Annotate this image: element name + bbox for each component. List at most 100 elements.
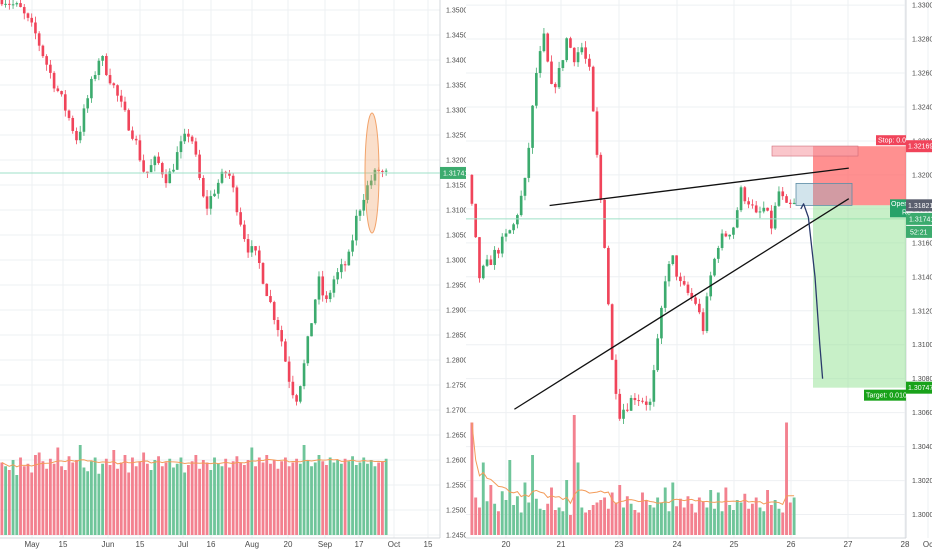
candle-body xyxy=(792,202,796,205)
projection-curve xyxy=(800,203,824,379)
candle-body xyxy=(284,341,287,362)
candle-body xyxy=(302,363,306,387)
volume-bar xyxy=(675,506,679,535)
entry-price-badge xyxy=(906,199,932,212)
wedge-lower-line[interactable] xyxy=(514,198,850,410)
wedge-upper-line[interactable] xyxy=(549,167,849,207)
candle-body xyxy=(538,51,542,74)
volume-ma-line xyxy=(471,422,795,506)
time-tick-label: Sep xyxy=(318,540,333,549)
candle-body xyxy=(535,73,538,106)
volume-bar xyxy=(269,463,272,535)
intraday-chart-svg[interactable]: 1.330001.328001.326001.324001.322001.320… xyxy=(466,0,932,550)
volume-bar xyxy=(758,507,762,535)
price-tick-label: 1.32800 xyxy=(912,37,932,44)
volume-bar xyxy=(310,466,313,535)
candle-body xyxy=(105,55,108,76)
volume-bar xyxy=(336,460,340,535)
volume-bar xyxy=(343,458,347,535)
candle-body xyxy=(243,224,246,240)
time-axis[interactable]: 20 21 23 24 25 26 27 28 Oc xyxy=(466,537,932,549)
target-label: Target: 0.01074 xyxy=(866,393,915,400)
candle-body xyxy=(149,165,153,173)
price-tick-label: 1.28000 xyxy=(446,358,466,365)
candle-body xyxy=(194,141,198,155)
stop-price-label: 1.32169 xyxy=(908,144,932,151)
candle-body xyxy=(489,259,493,265)
volume-bar xyxy=(160,466,164,535)
volume-bar xyxy=(652,507,656,535)
volume-bar xyxy=(618,485,622,535)
target-zone[interactable] xyxy=(813,205,906,388)
candle-body xyxy=(56,88,60,92)
volume-bar xyxy=(644,500,648,535)
volume-bar xyxy=(41,461,45,535)
candle-body xyxy=(131,130,134,139)
candle-body xyxy=(550,61,553,84)
candle-body xyxy=(675,255,678,277)
volume-bar xyxy=(512,505,516,535)
volume-bar xyxy=(686,496,690,535)
candles xyxy=(0,0,388,535)
volume-bar xyxy=(595,502,599,535)
candle-body xyxy=(82,108,86,132)
volume-bar xyxy=(67,456,71,535)
price-tick-label: 1.27000 xyxy=(446,408,466,415)
volume-bar xyxy=(15,475,19,535)
chart-panel-daily[interactable]: 1.35000 1.34500 1.34000 1.33500 1.33000 1.325… xyxy=(0,0,471,550)
volume-bar xyxy=(641,492,644,535)
volume-bar xyxy=(194,455,198,535)
candle-body xyxy=(220,171,224,183)
time-tick-label: Jul xyxy=(178,540,188,549)
volume-bar xyxy=(671,482,675,535)
candle-body xyxy=(310,323,313,337)
volume-bar xyxy=(4,466,8,535)
price-axis[interactable]: 1.35000 1.34500 1.34000 1.33500 1.33000 1.325… xyxy=(439,0,471,540)
volume-bar xyxy=(0,462,4,535)
volume-bar xyxy=(747,508,751,535)
candle-body xyxy=(49,64,52,73)
volume-bar xyxy=(637,512,641,535)
candle-body xyxy=(728,234,731,237)
time-axis[interactable]: May 15 Jun 15 Jul 16 Aug 20 Sep 17 Oct 15 xyxy=(0,537,440,549)
price-tick-label: 1.34500 xyxy=(446,33,466,40)
candle-body xyxy=(369,180,373,186)
volume-bar xyxy=(108,465,112,535)
volume-bar xyxy=(366,463,369,535)
price-tick-label: 1.25500 xyxy=(446,483,466,490)
volume-bar xyxy=(587,510,591,535)
candle-body xyxy=(325,295,328,300)
candle-body xyxy=(351,240,354,252)
candle-body xyxy=(720,233,724,248)
candle-body xyxy=(584,47,587,59)
current-price-badge-label: 1.31741 xyxy=(909,216,932,223)
entry-annotation-box xyxy=(795,182,853,206)
volume-bar xyxy=(754,497,758,535)
volume-bar xyxy=(527,502,531,535)
price-tick-label: 1.31200 xyxy=(912,308,932,315)
chart-panel-intraday[interactable]: 1.330001.328001.326001.324001.322001.320… xyxy=(466,0,932,550)
daily-chart-svg[interactable]: 1.35000 1.34500 1.34000 1.33500 1.33000 1.325… xyxy=(0,0,471,550)
target-price-label: 1.30747 xyxy=(908,385,932,392)
price-tick-label: 1.32000 xyxy=(446,158,466,165)
volume-bar xyxy=(777,508,781,535)
candle-body xyxy=(97,60,101,76)
candle-body xyxy=(287,361,291,382)
current-price-badge-label: 1.31741 xyxy=(443,170,466,177)
candle-body xyxy=(671,255,675,265)
candle-body xyxy=(622,409,625,419)
time-tick-label: 17 xyxy=(355,540,364,549)
candle-body xyxy=(561,60,565,69)
candle-body xyxy=(770,210,773,229)
candle-body xyxy=(576,52,580,63)
candle-body xyxy=(705,296,709,332)
volume-bar xyxy=(728,505,732,535)
volume-bar xyxy=(351,456,354,535)
volume-bar xyxy=(34,455,37,535)
volume-bar xyxy=(164,462,168,535)
volume-bar xyxy=(358,462,362,535)
volume-bar xyxy=(788,502,792,535)
candle-body xyxy=(93,75,97,79)
volume-bar xyxy=(565,480,569,535)
volume-bar xyxy=(127,472,131,535)
